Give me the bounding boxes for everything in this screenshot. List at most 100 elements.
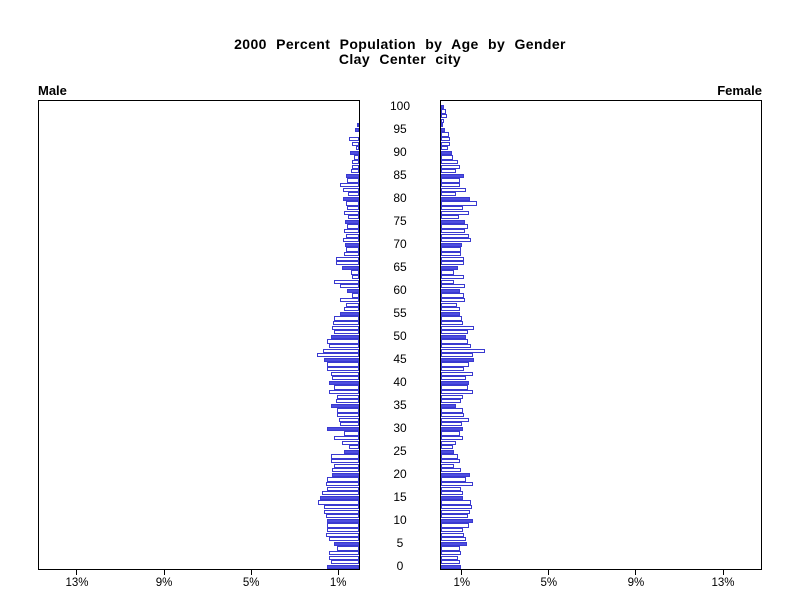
- population-bar: [441, 509, 470, 514]
- population-bar: [344, 431, 359, 436]
- population-bar: [324, 509, 359, 514]
- population-bar: [441, 141, 450, 146]
- population-bar: [441, 500, 471, 505]
- population-bar: [334, 463, 359, 468]
- population-bar: [332, 468, 359, 473]
- population-bar: [441, 518, 473, 523]
- age-tick-label: 70: [393, 237, 407, 252]
- population-bar: [441, 160, 458, 165]
- population-bar: [441, 127, 445, 132]
- population-bar: [340, 284, 359, 289]
- population-bar: [441, 173, 464, 178]
- population-bar: [331, 560, 359, 565]
- population-bar: [337, 408, 359, 413]
- population-bar: [441, 293, 464, 298]
- population-bar: [441, 215, 459, 220]
- population-bar: [329, 344, 359, 349]
- population-bar: [441, 330, 468, 335]
- population-bar: [323, 348, 359, 353]
- population-bar: [329, 380, 359, 385]
- age-tick-label: 5: [396, 536, 404, 551]
- population-bar: [441, 109, 446, 114]
- population-bar: [441, 178, 460, 183]
- population-bar: [441, 224, 468, 229]
- percent-tick-label: 13%: [65, 577, 89, 589]
- population-bar: [441, 477, 466, 482]
- population-bar: [348, 192, 359, 197]
- age-tick-label: 25: [393, 444, 407, 459]
- population-bar: [441, 362, 469, 367]
- population-bar: [441, 344, 471, 349]
- population-bar: [329, 390, 359, 395]
- population-bar: [441, 560, 460, 565]
- chart-title: 2000 Percent Population by Age by Gender: [234, 36, 566, 52]
- population-bar: [347, 224, 359, 229]
- population-bar: [441, 564, 461, 569]
- percent-tick-label: 5%: [242, 577, 260, 589]
- population-bar: [441, 210, 469, 215]
- population-bar: [441, 183, 460, 188]
- population-bar: [324, 357, 359, 362]
- percent-tick: [635, 570, 637, 575]
- percent-tick: [76, 570, 78, 575]
- population-bar: [346, 233, 359, 238]
- age-tick-label: 10: [393, 513, 407, 528]
- population-bar: [441, 371, 473, 376]
- age-tick-label: 85: [393, 168, 407, 183]
- population-bar: [331, 454, 359, 459]
- population-bar: [334, 279, 359, 284]
- population-bar: [441, 537, 466, 542]
- percent-tick: [337, 570, 339, 575]
- population-bar: [355, 127, 359, 132]
- population-bar: [441, 546, 460, 551]
- population-bar: [327, 564, 359, 569]
- population-bar: [352, 160, 359, 165]
- population-bar: [327, 486, 359, 491]
- age-tick-label: 35: [393, 398, 407, 413]
- population-bar: [441, 137, 450, 142]
- age-tick-label: 90: [393, 145, 407, 160]
- age-tick-label: 60: [393, 283, 407, 298]
- percent-tick-label: 9%: [155, 577, 173, 589]
- population-bar: [343, 196, 359, 201]
- population-bar: [346, 302, 359, 307]
- age-tick-label: 40: [393, 375, 407, 390]
- population-bar: [334, 330, 359, 335]
- age-tick-label: 20: [393, 467, 407, 482]
- population-bar: [441, 523, 469, 528]
- population-bar: [441, 201, 477, 206]
- population-bar: [441, 242, 462, 247]
- percent-tick: [250, 570, 252, 575]
- population-bar: [441, 261, 464, 266]
- population-bar: [334, 385, 359, 390]
- population-bar: [441, 357, 474, 362]
- population-bar: [441, 431, 460, 436]
- population-bar: [441, 353, 473, 358]
- population-bar: [441, 325, 474, 330]
- age-tick-label: 55: [393, 306, 407, 321]
- population-bar: [441, 233, 469, 238]
- population-bar: [441, 436, 463, 441]
- population-bar: [441, 164, 460, 169]
- population-bar: [441, 155, 453, 160]
- population-bar: [347, 206, 359, 211]
- population-bar: [332, 376, 359, 381]
- population-bar: [441, 229, 465, 234]
- population-bar: [441, 302, 457, 307]
- population-bar: [441, 482, 473, 487]
- population-bar: [441, 449, 454, 454]
- female-panel: [440, 100, 762, 570]
- population-bar: [327, 339, 359, 344]
- population-bar: [343, 238, 359, 243]
- population-bar: [441, 385, 468, 390]
- population-bar: [340, 183, 359, 188]
- population-bar: [441, 541, 467, 546]
- age-tick-label: 65: [393, 260, 407, 275]
- population-bar: [349, 137, 359, 142]
- population-bar: [340, 422, 359, 427]
- population-bar: [441, 298, 465, 303]
- population-bar: [441, 495, 463, 500]
- percent-tick: [461, 570, 463, 575]
- population-bar: [441, 505, 472, 510]
- population-bar: [326, 532, 359, 537]
